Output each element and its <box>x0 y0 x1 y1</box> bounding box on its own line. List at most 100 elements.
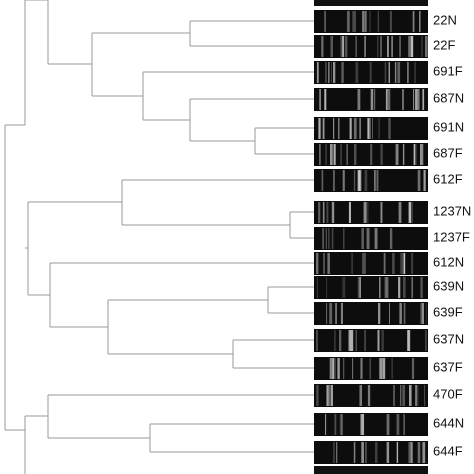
gel-band <box>362 11 365 32</box>
gel-band <box>324 89 327 110</box>
gel-band <box>331 228 334 249</box>
gel-band <box>403 303 406 324</box>
gel-band <box>353 170 356 191</box>
gel-band <box>402 385 405 406</box>
gel-band <box>334 414 337 435</box>
gel-band <box>395 144 399 165</box>
gel-band <box>325 228 327 249</box>
gel-band <box>334 330 336 351</box>
gel-band <box>327 253 330 274</box>
gel-band <box>367 228 370 249</box>
gel-band <box>318 202 321 223</box>
sample-label: 1237N <box>433 203 471 218</box>
gel-band <box>342 277 346 298</box>
gel-band <box>377 170 379 191</box>
gel-band <box>380 202 383 223</box>
gel-band <box>333 358 336 379</box>
gel-band <box>425 36 428 57</box>
gel-band <box>396 442 398 463</box>
gel-band <box>348 202 351 223</box>
gel-band <box>425 303 427 324</box>
gel-band <box>380 144 383 165</box>
gel-band <box>375 442 378 463</box>
gel-band <box>414 62 416 83</box>
gel-lane <box>314 413 428 436</box>
gel-band <box>318 118 321 139</box>
gel-lane <box>314 169 428 192</box>
gel-lane <box>314 0 428 6</box>
gel-band <box>403 414 405 435</box>
gel-band <box>403 277 406 298</box>
gel-lane <box>314 252 428 275</box>
gel-band <box>415 385 417 406</box>
gel-band <box>420 277 423 298</box>
gel-band <box>416 89 420 110</box>
gel-band <box>333 62 336 83</box>
gel-band <box>378 118 380 139</box>
gel-band <box>353 118 357 139</box>
gel-band <box>346 144 348 165</box>
gel-band <box>372 118 373 139</box>
gel-band <box>369 358 371 379</box>
gel-band <box>321 170 324 191</box>
gel-band <box>322 202 325 223</box>
gel-band <box>380 36 382 57</box>
gel-band <box>326 385 330 406</box>
gel-band <box>385 89 388 110</box>
gel-band <box>325 62 327 83</box>
gel-band <box>339 414 343 435</box>
gel-band <box>357 89 361 110</box>
gel-band <box>355 62 359 83</box>
sample-label: 691N <box>433 119 464 134</box>
gel-band <box>319 144 321 165</box>
gel-band <box>340 36 342 57</box>
sample-label: 639F <box>433 304 463 319</box>
gel-band <box>399 303 402 324</box>
gel-band <box>391 358 393 379</box>
gel-band <box>343 358 345 379</box>
gel-band <box>365 11 367 32</box>
gel-band <box>329 358 332 379</box>
sample-label: 612F <box>433 171 463 186</box>
gel-band <box>389 11 392 32</box>
gel-band <box>423 170 426 191</box>
sample-label: 637F <box>433 359 463 374</box>
gel-band <box>350 330 354 351</box>
gel-band <box>332 358 335 379</box>
sample-labels: 22N 22F 691F 687N 691N 687F 612F 1237N 1237F 612N… <box>433 12 471 458</box>
gel-band <box>374 170 377 191</box>
gel-band <box>352 358 354 379</box>
gel-band <box>417 442 421 463</box>
sample-label: 22F <box>433 37 455 52</box>
gel-band <box>322 118 325 139</box>
gel-band <box>369 118 371 139</box>
gel-band <box>321 36 324 57</box>
gel-band <box>316 62 319 83</box>
gel-band <box>352 11 355 32</box>
gel-band <box>421 36 423 57</box>
gel-band <box>333 170 335 191</box>
gel-band <box>330 385 333 406</box>
gel-band <box>394 62 397 83</box>
gel-band <box>384 62 387 83</box>
gel-band <box>386 414 390 435</box>
gel-lane <box>314 441 428 464</box>
gel-lane <box>314 276 428 299</box>
gel-band <box>411 358 415 379</box>
gel-lane <box>314 357 428 380</box>
gel-band <box>340 144 342 165</box>
gel-band <box>349 118 352 139</box>
gel-band <box>357 277 360 298</box>
gel-band <box>316 385 319 406</box>
sample-label: 1237F <box>433 229 470 244</box>
gel-band <box>388 118 391 139</box>
gel-band <box>391 36 393 57</box>
gel-band <box>346 11 350 32</box>
sample-label: 470F <box>433 386 463 401</box>
gel-band <box>379 277 381 298</box>
gel-band <box>403 253 406 274</box>
sample-label: 687N <box>433 90 464 105</box>
gel-band <box>422 303 424 324</box>
gel-band <box>330 144 333 165</box>
gel-band <box>355 330 357 351</box>
